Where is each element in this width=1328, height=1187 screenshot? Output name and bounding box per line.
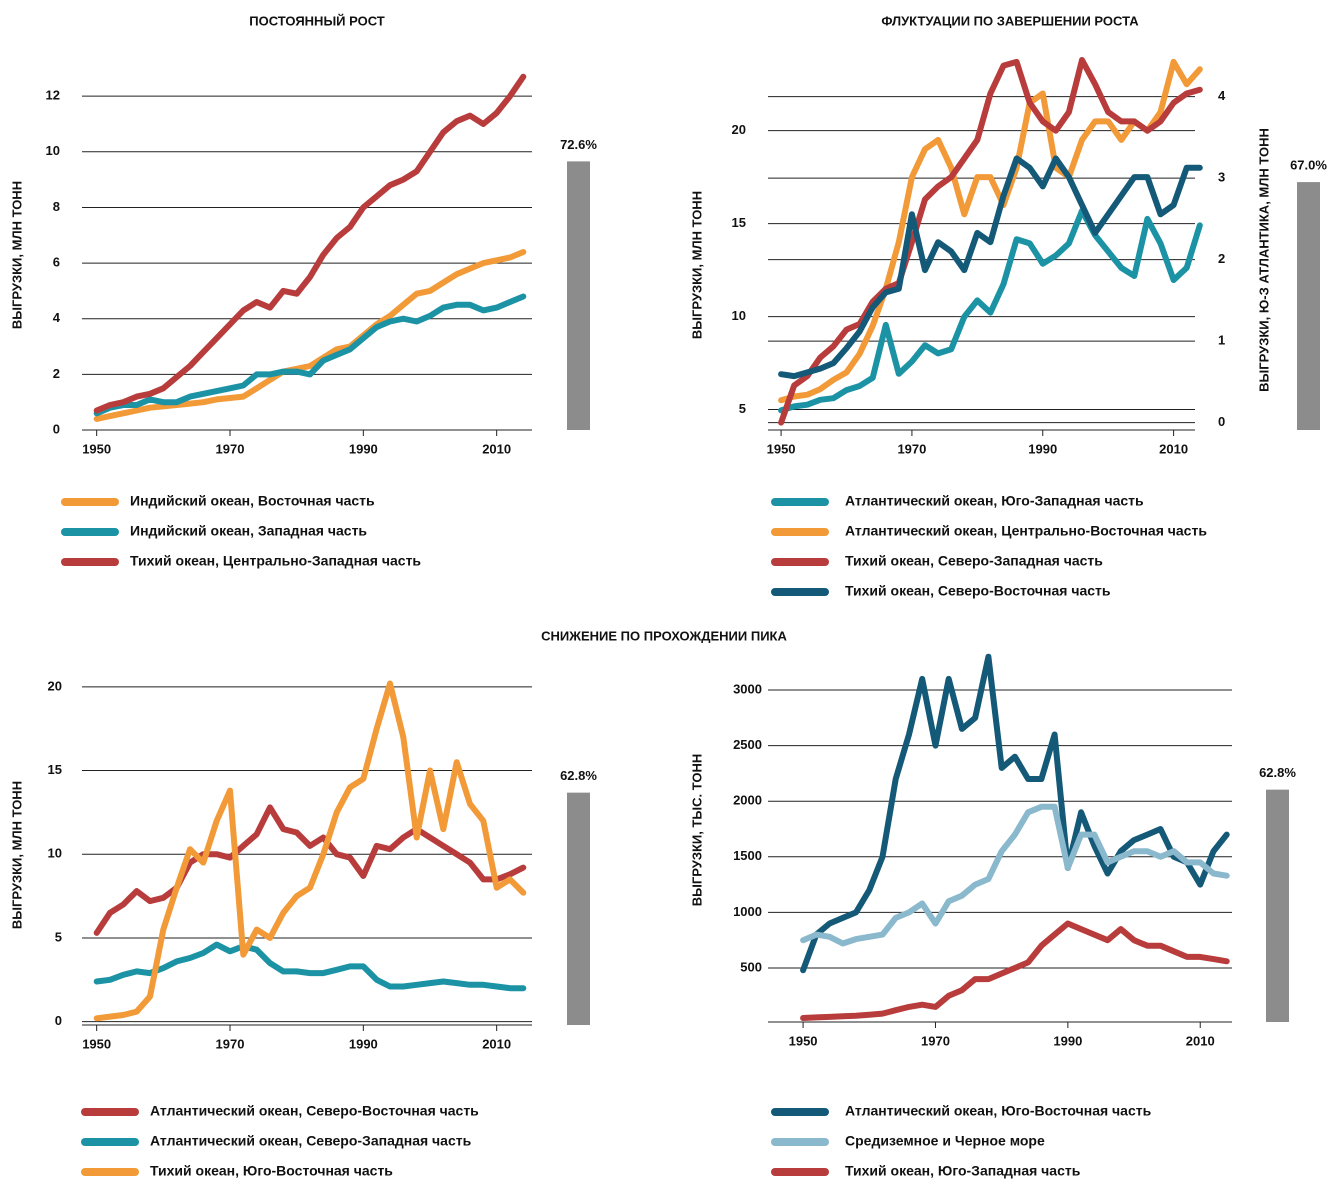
y-tick-label: 1000 <box>733 904 762 919</box>
share-bar <box>1266 789 1289 1022</box>
legend-label: Тихий океан, Центрально-Западная часть <box>130 553 421 569</box>
y-tick-label: 15 <box>732 215 746 230</box>
y-tick-label: 4 <box>53 310 61 325</box>
series-line <box>93 293 527 417</box>
x-tick-label: 1950 <box>767 441 796 456</box>
series-line <box>778 58 1203 404</box>
legend-label: Атлантический океан, Центрально-Восточна… <box>845 523 1207 539</box>
x-tick-label: 1990 <box>349 1036 378 1051</box>
x-tick-label: 1970 <box>216 441 245 456</box>
y-tick-label: 0 <box>55 1013 62 1028</box>
y2-axis-label: ВЫГРУЗКИ, Ю-З АТЛАНТИКА, МЛН ТОНН <box>1256 128 1271 392</box>
y-axis-label: ВЫГРУЗКИ, МЛН ТОНН <box>9 181 24 329</box>
y-tick-label: 3000 <box>733 681 762 696</box>
x-tick-label: 1970 <box>921 1033 950 1048</box>
share-bar <box>1297 182 1320 430</box>
y2-tick-label: 0 <box>1218 414 1225 429</box>
legend-label: Тихий океан, Юго-Восточная часть <box>150 1163 393 1179</box>
y-axis-label: ВЫГРУЗКИ, МЛН ТОНН <box>9 781 24 929</box>
legend-label: Тихий океан, Юго-Западная часть <box>845 1163 1081 1179</box>
y-axis-label: ВЫГРУЗКИ, МЛН ТОНН <box>689 191 704 339</box>
y-tick-label: 20 <box>732 122 746 137</box>
share-bar <box>567 792 590 1025</box>
y-tick-label: 0 <box>53 421 60 436</box>
x-tick-label: 2010 <box>482 441 511 456</box>
y-tick-label: 8 <box>53 199 60 214</box>
x-tick-label: 1990 <box>1028 441 1057 456</box>
x-tick-label: 1950 <box>82 1036 111 1051</box>
y-tick-label: 12 <box>46 88 60 103</box>
y2-tick-label: 1 <box>1218 333 1225 348</box>
y-tick-label: 2 <box>53 366 60 381</box>
y-tick-label: 2500 <box>733 737 762 752</box>
x-tick-label: 2010 <box>1159 441 1188 456</box>
y-tick-label: 10 <box>732 308 746 323</box>
share-bar <box>567 161 590 430</box>
series-line <box>93 73 527 414</box>
series-line <box>800 653 1230 974</box>
series-line <box>93 941 527 992</box>
y-tick-label: 15 <box>48 762 62 777</box>
x-tick-label: 1970 <box>216 1036 245 1051</box>
series-line <box>93 249 527 422</box>
share-label: 72.6% <box>560 137 597 152</box>
x-tick-label: 1950 <box>789 1033 818 1048</box>
x-tick-label: 1970 <box>897 441 926 456</box>
legend-label: Атлантический океан, Северо-Западная час… <box>150 1133 472 1149</box>
share-label: 62.8% <box>1259 765 1296 780</box>
y2-tick-label: 4 <box>1218 88 1226 103</box>
y-tick-label: 2000 <box>733 793 762 808</box>
y-tick-label: 5 <box>55 929 62 944</box>
y-axis-label: ВЫГРУЗКИ, ТЫС. ТОНН <box>689 754 704 907</box>
legend-label: Атлантический океан, Юго-Западная часть <box>845 493 1144 509</box>
share-label: 67.0% <box>1290 158 1327 173</box>
legend-label: Атлантический океан, Северо-Восточная ча… <box>150 1103 479 1119</box>
y-tick-label: 5 <box>739 401 746 416</box>
chart-title: ФЛУКТУАЦИИ ПО ЗАВЕРШЕНИИ РОСТА <box>881 13 1139 28</box>
legend-label: Тихий океан, Северо-Западная часть <box>845 553 1103 569</box>
y-tick-label: 10 <box>46 143 60 158</box>
x-tick-label: 2010 <box>482 1036 511 1051</box>
legend-label: Средиземное и Черное море <box>845 1133 1045 1149</box>
section-title: СНИЖЕНИЕ ПО ПРОХОЖДЕНИИ ПИКА <box>541 628 787 643</box>
legend-label: Атлантический океан, Юго-Восточная часть <box>845 1103 1152 1119</box>
y-tick-label: 10 <box>48 846 62 861</box>
x-tick-label: 1990 <box>1053 1033 1082 1048</box>
y2-tick-label: 2 <box>1218 251 1225 266</box>
series-line <box>778 155 1203 380</box>
series-line <box>800 803 1230 947</box>
series-line <box>778 57 1203 426</box>
y2-tick-label: 3 <box>1218 170 1225 185</box>
series-line <box>93 804 527 936</box>
legend-label: Индийский океан, Восточная часть <box>130 493 375 509</box>
x-tick-label: 2010 <box>1186 1033 1215 1048</box>
y-tick-label: 20 <box>48 678 62 693</box>
y-tick-label: 1500 <box>733 848 762 863</box>
x-tick-label: 1950 <box>82 441 111 456</box>
legend-label: Тихий океан, Северо-Восточная часть <box>845 583 1111 599</box>
y-tick-label: 500 <box>740 959 762 974</box>
series-line <box>778 207 1203 414</box>
x-tick-label: 1990 <box>349 441 378 456</box>
series-line <box>93 680 527 1022</box>
legend-label: Индийский океан, Западная часть <box>130 523 367 539</box>
series-line <box>800 920 1230 1021</box>
chart-title: ПОСТОЯННЫЙ РОСТ <box>249 13 385 28</box>
share-label: 62.8% <box>560 768 597 783</box>
y-tick-label: 6 <box>53 255 60 270</box>
